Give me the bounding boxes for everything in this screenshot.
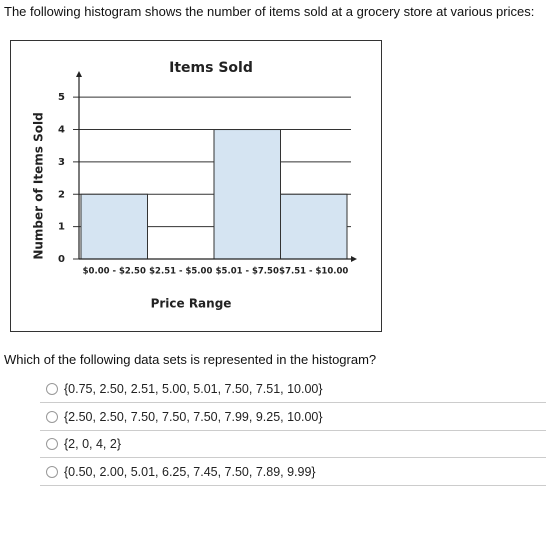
bar (280, 193, 348, 260)
x-tick-label: $2.51 - $5.00 (149, 267, 212, 277)
chart-title: Items Sold (169, 60, 253, 76)
bar (80, 193, 148, 260)
chart-frame: Items Sold Price Range Number of Items S… (10, 40, 382, 332)
radio[interactable] (46, 465, 58, 478)
radio[interactable] (46, 383, 58, 395)
option[interactable]: {0.50, 2.00, 5.01, 6.25, 7.45, 7.50, 7.8… (40, 459, 546, 486)
x-tick-label: $0.00 - $2.50 (83, 267, 146, 277)
option[interactable]: {2.50, 2.50, 7.50, 7.50, 7.50, 7.99, 9.2… (40, 404, 546, 431)
y-tick-label: 1 (58, 222, 65, 233)
y-tick-label: 3 (58, 157, 65, 168)
y-tick-label: 0 (58, 254, 65, 265)
y-tick-label: 4 (58, 125, 65, 136)
radio[interactable] (46, 438, 58, 450)
option[interactable]: {0.75, 2.50, 2.51, 5.00, 5.01, 7.50, 7.5… (40, 376, 546, 403)
option-text: {2, 0, 4, 2} (64, 437, 121, 451)
x-tick-label: $5.01 - $7.50 (216, 267, 279, 277)
y-tick-label: 5 (58, 92, 65, 103)
x-tick-label: $7.51 - $10.00 (279, 267, 348, 277)
option-text: {2.50, 2.50, 7.50, 7.50, 7.50, 7.99, 9.2… (64, 409, 323, 424)
radio[interactable] (46, 410, 58, 423)
prompt: Which of the following data sets is repr… (4, 352, 377, 367)
y-axis-title: Number of Items Sold (32, 112, 46, 259)
option-text: {0.75, 2.50, 2.51, 5.00, 5.01, 7.50, 7.5… (64, 382, 323, 396)
x-axis-title: Price Range (151, 297, 232, 311)
question: The following histogram shows the number… (4, 4, 535, 19)
y-tick-label: 2 (58, 189, 65, 200)
chart: Items Sold Price Range Number of Items S… (32, 60, 357, 311)
option[interactable]: {2, 0, 4, 2} (40, 431, 546, 458)
option-text: {0.50, 2.00, 5.01, 6.25, 7.45, 7.50, 7.8… (64, 464, 316, 479)
axis-arrow (76, 71, 82, 77)
axis-arrow (351, 256, 357, 262)
bar (213, 129, 281, 260)
